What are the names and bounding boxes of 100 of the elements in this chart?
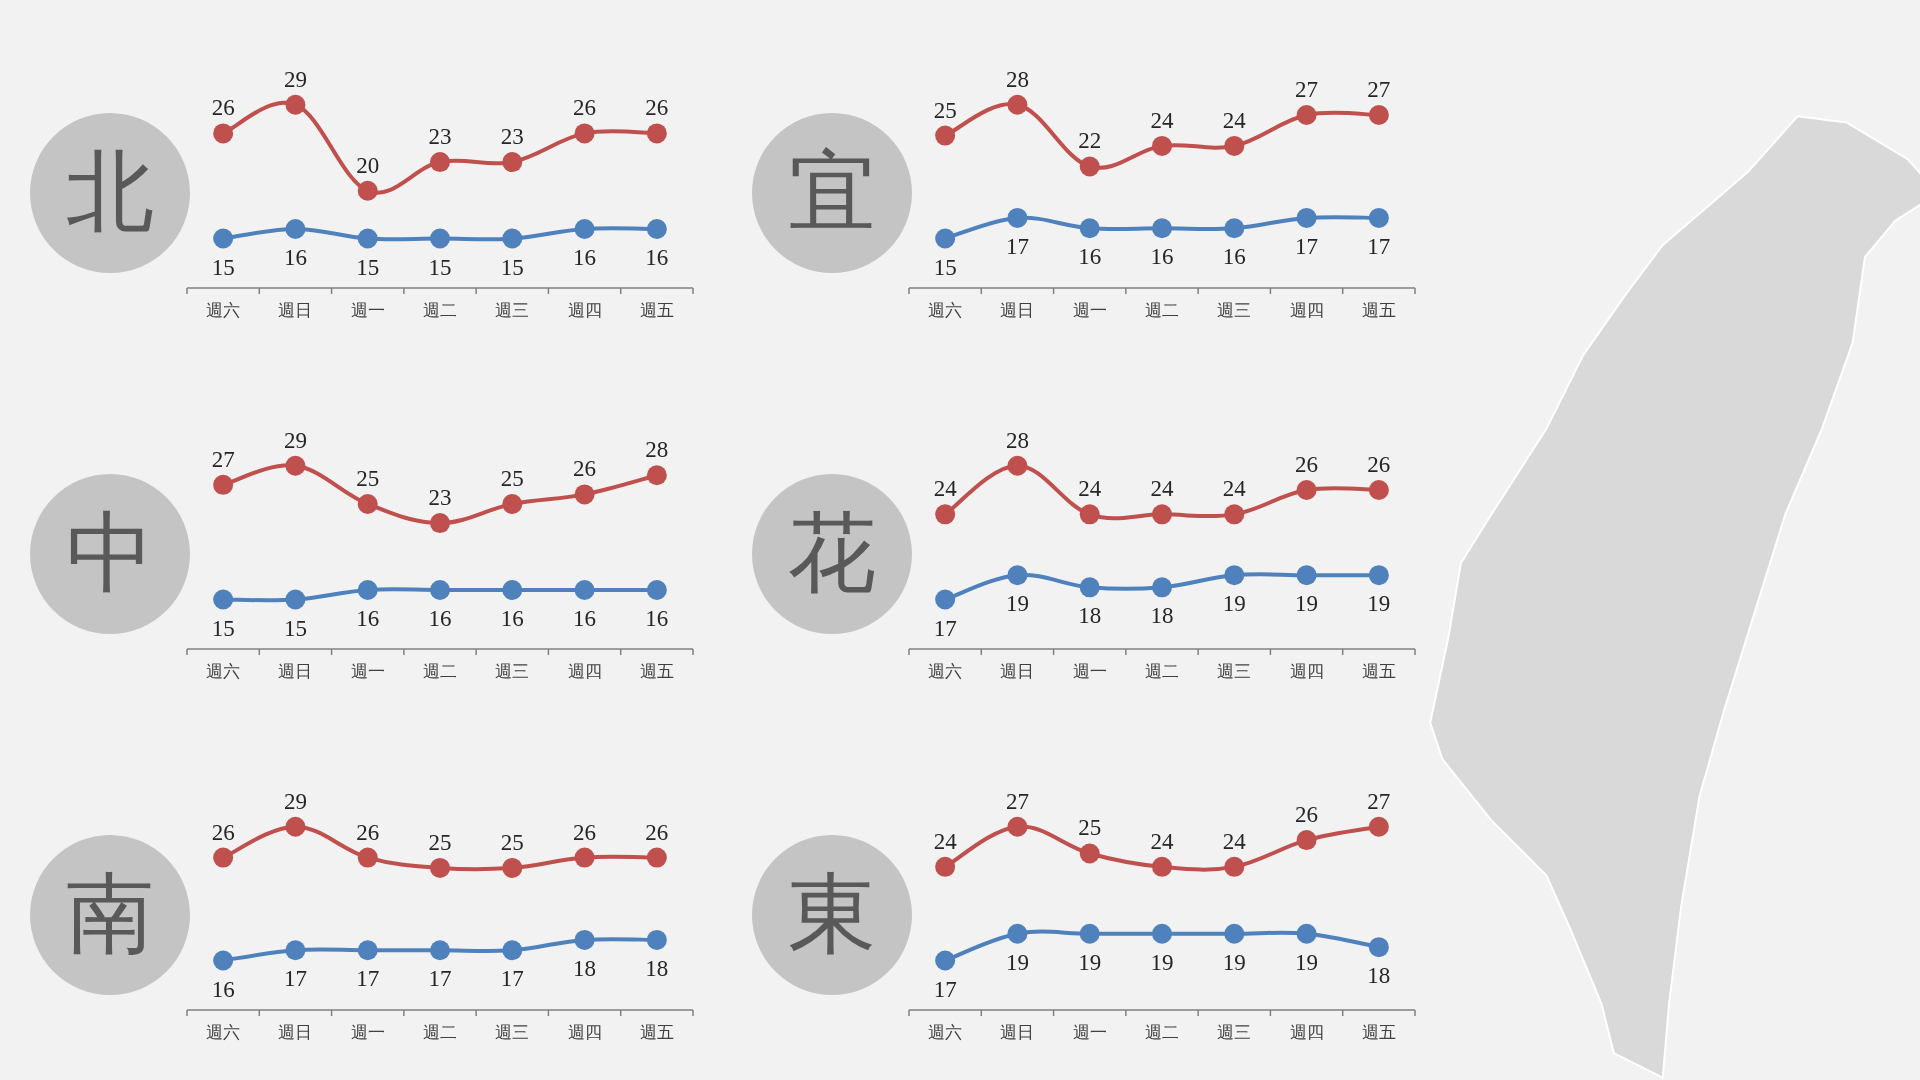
point [213, 123, 234, 144]
data-label: 26 [573, 456, 597, 482]
point [935, 504, 956, 525]
point [430, 513, 450, 534]
data-label: 18 [645, 955, 669, 981]
data-label: 17 [356, 966, 380, 992]
chart-title: 東 [788, 862, 876, 965]
point [1079, 923, 1100, 944]
data-label: 26 [211, 819, 235, 845]
point [1368, 565, 1389, 586]
chart-title: 花 [788, 501, 876, 604]
x-tick-label: 週五 [1361, 661, 1396, 681]
point [1152, 856, 1172, 877]
point [430, 152, 450, 173]
data-label: 24 [933, 476, 958, 502]
x-tick-label: 週四 [567, 1022, 602, 1042]
x-tick-label: 週二 [423, 1022, 457, 1042]
data-label: 16 [573, 244, 597, 270]
x-tick-label: 週四 [1289, 1022, 1324, 1042]
x-tick-label: 週一 [350, 300, 385, 320]
data-label: 26 [645, 819, 669, 845]
point [935, 228, 956, 249]
x-tick-label: 週日 [278, 1022, 313, 1042]
point [574, 123, 595, 144]
point [935, 950, 956, 971]
data-label: 16 [428, 605, 452, 631]
data-label: 27 [1295, 77, 1319, 103]
data-label: 16 [1150, 244, 1174, 270]
x-tick-label: 週三 [495, 300, 530, 320]
point [357, 847, 378, 868]
point [935, 856, 956, 877]
data-label: 16 [645, 605, 669, 631]
x-tick-label: 週一 [1072, 1022, 1107, 1042]
x-tick-label: 週六 [206, 661, 241, 681]
data-label: 17 [283, 966, 307, 992]
x-tick-label: 週二 [1145, 1022, 1179, 1042]
data-label: 29 [283, 788, 307, 814]
point [935, 125, 956, 146]
data-label: 16 [1222, 244, 1246, 270]
point [285, 218, 306, 239]
point [574, 847, 595, 868]
data-label: 25 [933, 97, 957, 123]
data-label: 26 [645, 95, 669, 121]
point [430, 228, 450, 249]
point [935, 589, 956, 610]
point [502, 940, 523, 961]
data-label: 24 [1150, 107, 1174, 133]
data-label: 15 [356, 254, 380, 280]
point [1368, 480, 1389, 501]
point [1152, 577, 1172, 598]
data-label: 24 [1150, 828, 1174, 854]
x-tick-label: 週日 [1000, 1022, 1035, 1042]
data-label: 28 [1005, 427, 1029, 453]
data-label: 27 [1367, 77, 1391, 103]
point [1296, 105, 1317, 126]
data-label: 19 [1150, 949, 1174, 975]
x-tick-label: 週二 [1145, 661, 1179, 681]
point [357, 579, 378, 600]
data-label: 19 [1222, 949, 1246, 975]
point [1007, 923, 1028, 944]
x-tick-label: 週日 [1000, 300, 1035, 320]
x-tick-label: 週四 [1289, 661, 1324, 681]
data-label: 25 [428, 829, 452, 855]
point [430, 579, 450, 600]
point [574, 579, 595, 600]
data-label: 15 [211, 254, 235, 280]
chart-title: 北 [66, 140, 154, 243]
data-label: 25 [500, 465, 524, 491]
data-label: 19 [1222, 591, 1246, 617]
point [1152, 218, 1172, 239]
x-tick-label: 週日 [1000, 661, 1035, 681]
data-label: 26 [573, 819, 597, 845]
point [1224, 135, 1245, 156]
data-label: 16 [356, 605, 380, 631]
point [646, 218, 667, 239]
data-label: 17 [1367, 233, 1391, 259]
point [357, 940, 378, 961]
data-label: 16 [211, 976, 235, 1002]
point [285, 589, 306, 610]
data-label: 19 [1295, 591, 1319, 617]
point [1368, 105, 1389, 126]
point [213, 847, 234, 868]
point [357, 228, 378, 249]
x-tick-label: 週六 [928, 300, 963, 320]
x-tick-label: 週五 [1361, 1022, 1396, 1042]
x-tick-label: 週三 [1217, 300, 1252, 320]
point [646, 847, 667, 868]
point [285, 816, 306, 837]
x-tick-label: 週一 [350, 1022, 385, 1042]
data-label: 24 [1078, 476, 1102, 502]
data-label: 26 [1295, 452, 1319, 478]
data-label: 24 [933, 828, 958, 854]
point [1368, 816, 1389, 837]
point [213, 474, 234, 495]
data-label: 25 [356, 465, 380, 491]
point [574, 929, 595, 950]
data-label: 17 [933, 976, 957, 1002]
x-tick-label: 週六 [928, 1022, 963, 1042]
data-label: 27 [1005, 788, 1029, 814]
data-label: 15 [211, 615, 235, 641]
